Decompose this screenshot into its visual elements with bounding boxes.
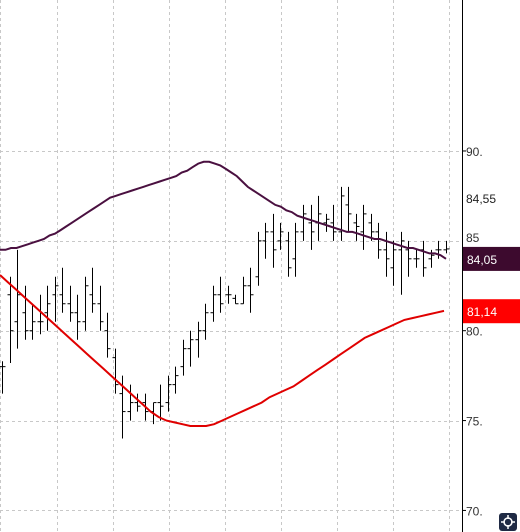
price-bar xyxy=(217,276,224,313)
price-bar xyxy=(292,222,299,277)
price-bar xyxy=(14,249,21,349)
moving-averages xyxy=(0,160,447,427)
price-bar xyxy=(7,276,14,364)
price-bar xyxy=(44,285,51,331)
price-tag: 81,14 xyxy=(463,299,520,324)
price-bar xyxy=(202,303,209,340)
price-bar xyxy=(0,361,6,394)
price-bar xyxy=(74,294,81,340)
price-bar xyxy=(338,186,345,241)
y-axis-ticks: 70. 75. 80. 90. 85 xyxy=(462,145,483,518)
price-bar xyxy=(277,222,284,250)
price-bar xyxy=(195,321,202,358)
price-bar xyxy=(134,393,141,412)
price-bar xyxy=(383,231,390,277)
price-bar xyxy=(37,294,44,335)
price-bar xyxy=(82,276,89,331)
price-bar xyxy=(405,240,412,277)
price-bar xyxy=(172,366,179,394)
price-bar xyxy=(360,204,367,250)
price-bar xyxy=(225,285,232,304)
last-price-label: 84,55 xyxy=(466,192,496,206)
price-bar xyxy=(89,267,96,313)
price-bar xyxy=(330,204,337,241)
price-bar xyxy=(210,285,217,322)
price-bar xyxy=(300,204,307,241)
moving-average-line xyxy=(0,274,445,427)
price-bar xyxy=(127,384,134,421)
price-bar xyxy=(323,213,330,232)
price-bar xyxy=(443,240,450,254)
price-bar xyxy=(22,285,29,340)
price-bar xyxy=(345,186,352,232)
price-bar xyxy=(255,231,262,286)
y-tick-label: 80. xyxy=(466,325,483,339)
price-bar xyxy=(308,204,315,250)
price-tag-label: 81,14 xyxy=(467,305,497,319)
price-tags: 84,55 84,05 81,14 xyxy=(463,192,520,324)
price-bar xyxy=(390,240,397,286)
price-tag-box xyxy=(463,246,520,271)
y-tick-label: 70. xyxy=(466,504,483,518)
price-bar xyxy=(353,213,360,241)
price-bar xyxy=(232,294,239,305)
price-bar xyxy=(398,231,405,295)
price-bar xyxy=(435,240,442,259)
price-bar xyxy=(285,231,292,277)
price-bar xyxy=(104,312,111,358)
moving-average-line xyxy=(0,160,447,260)
price-bar xyxy=(97,285,104,331)
price-bar xyxy=(270,213,277,268)
price-bar xyxy=(368,213,375,241)
price-bar xyxy=(59,267,66,313)
price-bar xyxy=(52,276,59,322)
price-bar xyxy=(165,375,172,412)
price-bar xyxy=(240,276,247,305)
price-bar xyxy=(180,339,187,376)
price-bar xyxy=(375,222,382,259)
price-bars xyxy=(0,186,450,439)
y-tick-label: 90. xyxy=(466,145,483,159)
chart-settings-button[interactable] xyxy=(499,513,517,531)
price-tag-box xyxy=(463,299,520,324)
price-bar xyxy=(67,285,74,322)
price-bar xyxy=(413,249,420,268)
price-bar xyxy=(187,330,194,367)
crosshair-icon xyxy=(501,515,515,529)
y-tick-label-partial: 85 xyxy=(466,231,480,245)
price-bar xyxy=(157,384,164,421)
price-tag-label: 84,05 xyxy=(467,253,497,267)
price-bar xyxy=(247,267,254,313)
price-bar xyxy=(262,222,269,259)
price-bar xyxy=(29,303,36,340)
y-tick-label: 75. xyxy=(466,415,483,429)
price-bar xyxy=(112,348,119,394)
price-tag: 84,05 xyxy=(463,246,520,271)
